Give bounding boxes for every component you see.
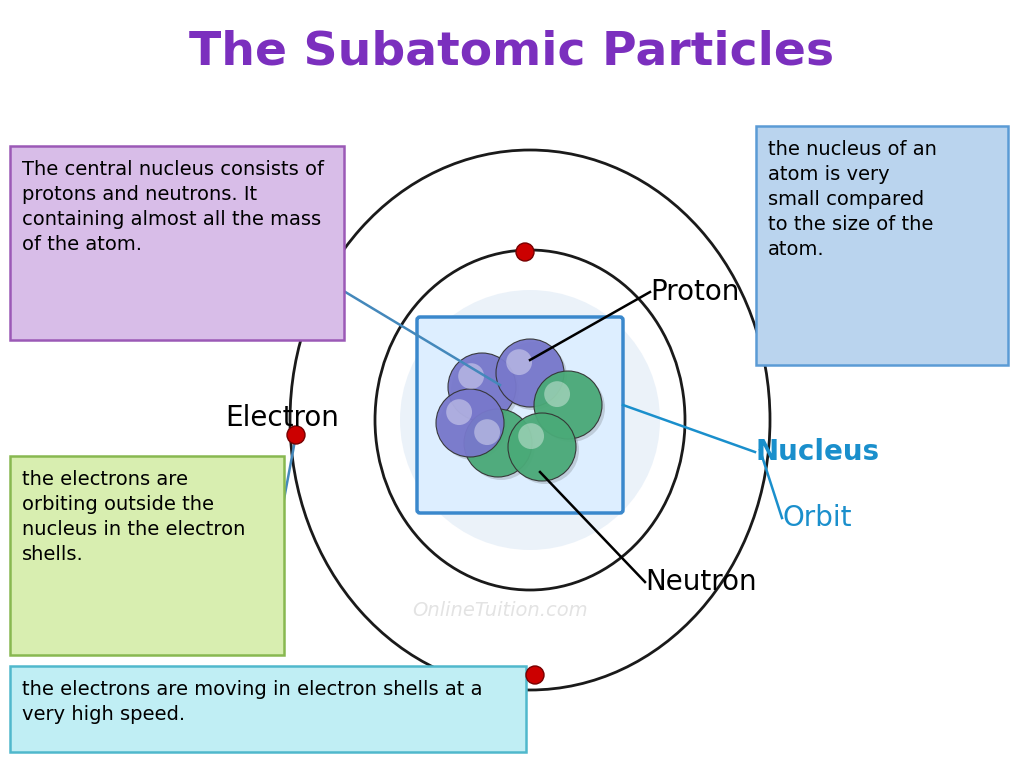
Circle shape <box>506 349 532 375</box>
Text: the electrons are moving in electron shells at a
very high speed.: the electrons are moving in electron she… <box>22 680 482 724</box>
FancyBboxPatch shape <box>10 456 284 655</box>
Circle shape <box>508 413 575 481</box>
Circle shape <box>449 353 516 421</box>
FancyBboxPatch shape <box>10 146 344 340</box>
Circle shape <box>511 416 579 484</box>
Circle shape <box>544 381 570 407</box>
Text: Electron: Electron <box>225 404 339 432</box>
Text: The central nucleus consists of
protons and neutrons. It
containing almost all t: The central nucleus consists of protons … <box>22 160 324 254</box>
Circle shape <box>439 392 507 460</box>
Circle shape <box>287 426 305 444</box>
Circle shape <box>518 423 544 449</box>
Circle shape <box>496 339 564 407</box>
Text: Neutron: Neutron <box>645 568 757 596</box>
Circle shape <box>526 666 544 684</box>
Text: The Subatomic Particles: The Subatomic Particles <box>189 29 835 74</box>
FancyBboxPatch shape <box>10 666 526 752</box>
Circle shape <box>499 342 567 410</box>
Circle shape <box>537 374 605 442</box>
Text: Proton: Proton <box>650 278 739 306</box>
Text: the electrons are
orbiting outside the
nucleus in the electron
shells.: the electrons are orbiting outside the n… <box>22 470 246 564</box>
Circle shape <box>464 409 532 477</box>
Circle shape <box>446 399 472 425</box>
Circle shape <box>458 364 484 389</box>
FancyBboxPatch shape <box>417 317 623 513</box>
Circle shape <box>451 356 519 424</box>
Circle shape <box>467 412 535 480</box>
Text: Orbit: Orbit <box>782 504 852 532</box>
Circle shape <box>436 389 504 457</box>
Circle shape <box>400 290 660 550</box>
Circle shape <box>534 371 602 439</box>
Circle shape <box>516 243 534 261</box>
Text: OnlineTuition.com: OnlineTuition.com <box>413 601 588 620</box>
Circle shape <box>474 420 500 445</box>
Text: Nucleus: Nucleus <box>755 438 880 466</box>
FancyBboxPatch shape <box>756 126 1008 365</box>
Text: the nucleus of an
atom is very
small compared
to the size of the
atom.: the nucleus of an atom is very small com… <box>768 140 937 259</box>
